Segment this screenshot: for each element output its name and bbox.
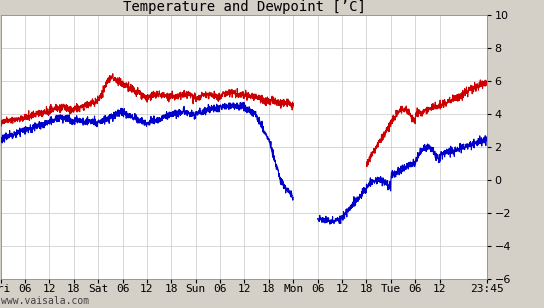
Text: www.vaisala.com: www.vaisala.com [1, 297, 89, 306]
Title: Temperature and Dewpoint [’C]: Temperature and Dewpoint [’C] [122, 0, 366, 14]
